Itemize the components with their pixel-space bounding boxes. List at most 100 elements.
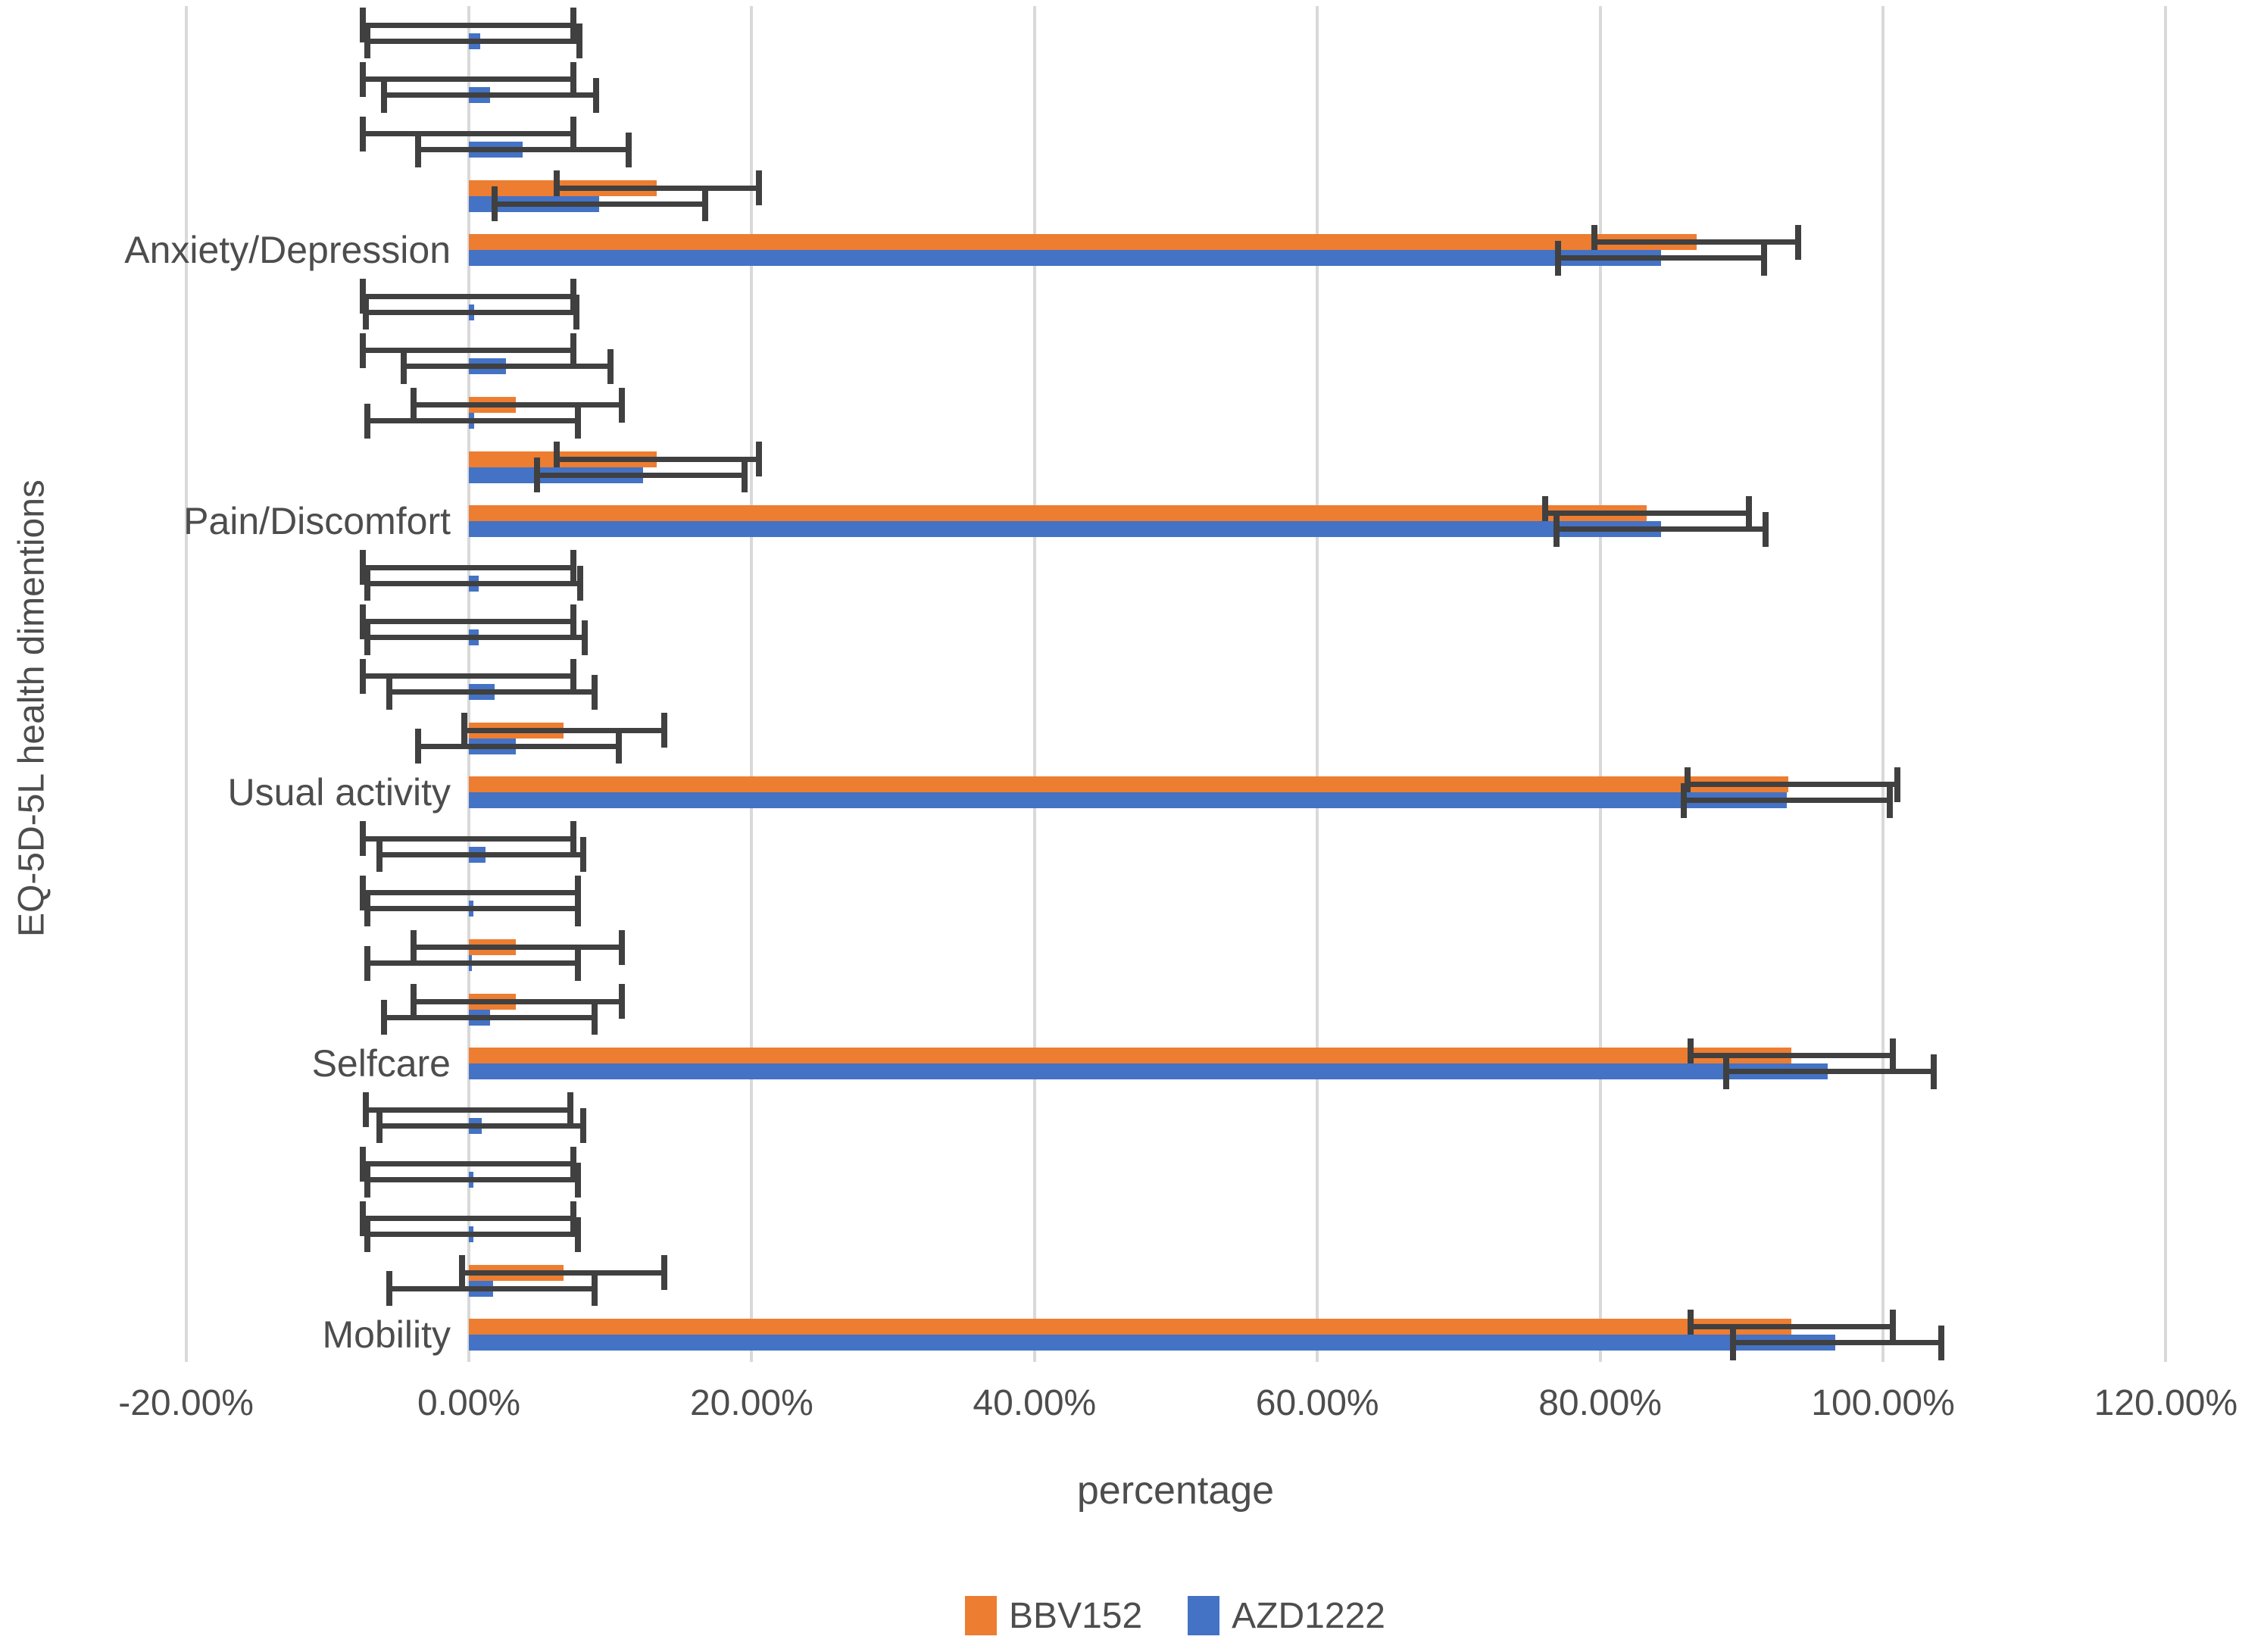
error-cap [577,566,584,601]
error-cap [1894,767,1900,802]
error-bar [389,1285,595,1291]
error-cap [359,550,366,586]
error-cap [491,186,498,222]
error-cap [461,713,468,748]
error-bar [365,1107,571,1113]
error-bar [362,835,574,842]
error-cap [592,1271,598,1307]
category-label: Mobility [322,1313,451,1357]
error-bar [362,890,578,896]
error-cap [607,348,614,384]
error-bar [367,960,578,966]
error-cap [414,729,421,764]
error-cap [1688,1309,1694,1344]
gridline [1316,6,1319,1362]
error-cap [364,566,370,601]
bar-azd1222 [469,1335,1835,1351]
error-bar [383,1014,595,1020]
error-cap [1680,782,1687,818]
error-cap [1745,495,1752,531]
error-cap [376,1108,383,1144]
error-cap [1688,1038,1694,1073]
bar-azd1222 [469,1063,1828,1080]
bar-azd1222 [469,250,1661,267]
error-cap [570,116,577,151]
error-bar [414,945,622,950]
error-cap [570,8,577,43]
error-cap [411,929,417,965]
legend-label-azd1222: AZD1222 [1232,1595,1385,1636]
error-bar [494,201,705,207]
error-cap [1794,224,1801,260]
error-bar [365,309,576,315]
y-axis-title: EQ-5D-5L health dimentions [11,479,52,937]
error-cap [582,620,589,655]
error-bar [367,1177,578,1183]
gridline [2164,6,2168,1362]
bar-bbv152 [469,776,1788,793]
error-cap [570,1201,577,1236]
error-bar [389,689,595,695]
error-cap [414,132,421,167]
error-cap [380,1000,387,1035]
error-cap [570,333,577,368]
error-cap [615,729,622,764]
error-cap [1761,240,1768,276]
error-bar [556,185,759,191]
error-cap [364,403,370,439]
x-tick-label: 80.00% [1538,1383,1662,1423]
x-tick-label: 100.00% [1811,1383,1955,1423]
error-cap [401,348,407,384]
error-cap [567,1092,574,1128]
category-label: Pain/Discomfort [183,500,451,543]
error-cap [570,1146,577,1182]
error-cap [593,77,600,113]
bar-bbv152 [469,505,1647,522]
error-cap [1938,1325,1944,1360]
error-bar [362,564,574,570]
error-bar [414,402,622,408]
error-cap [592,1000,598,1035]
error-cap [359,875,366,910]
error-bar [383,92,597,98]
error-bar [1733,1340,1941,1346]
error-bar [362,673,574,679]
x-axis-title: percentage [1076,1469,1275,1513]
error-cap [701,186,708,222]
x-tick-label: 20.00% [689,1383,813,1423]
bar-bbv152 [469,1319,1791,1335]
error-cap [574,1162,581,1198]
error-cap [386,674,393,710]
error-cap [1887,782,1894,818]
error-bar [379,1123,584,1129]
error-cap [1591,224,1598,260]
error-bar [367,1232,578,1237]
error-bar [1594,239,1798,245]
error-cap [362,295,369,330]
error-cap [1730,1325,1737,1360]
error-cap [553,170,560,206]
category-label: Anxiety/Depression [124,229,451,272]
error-cap [574,945,581,981]
category-label: Usual activity [227,771,451,814]
error-cap [359,61,366,97]
error-cap [1722,1054,1729,1089]
bar-bbv152 [469,234,1697,251]
error-cap [362,1092,369,1128]
error-cap [411,387,417,423]
error-cap [618,984,625,1020]
error-bar [414,998,622,1004]
error-cap [359,1201,366,1236]
error-bar [367,906,578,912]
error-cap [660,1255,667,1291]
error-cap [1763,511,1769,547]
error-cap [359,658,366,694]
error-cap [380,77,387,113]
error-cap [364,23,370,59]
error-cap [364,1162,370,1198]
error-bar [536,472,745,478]
error-bar [362,348,574,354]
error-cap [553,442,560,477]
error-cap [574,891,581,926]
error-cap [755,170,762,206]
